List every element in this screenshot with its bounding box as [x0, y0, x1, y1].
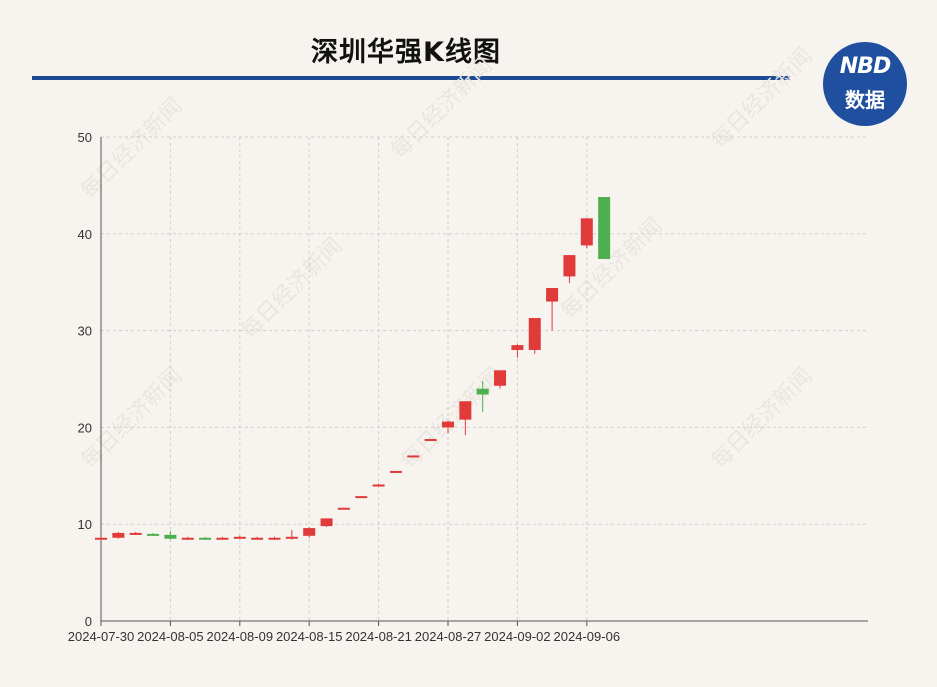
candle-body — [164, 534, 177, 539]
candle — [407, 455, 420, 458]
candle-body — [268, 537, 281, 540]
y-tick-label: 50 — [78, 130, 92, 145]
candle-body — [129, 532, 142, 535]
candle — [303, 527, 316, 538]
candle — [181, 536, 194, 540]
x-tick-label: 2024-08-27 — [415, 629, 482, 644]
nbd-logo: NBD 数据 — [823, 42, 907, 126]
candle — [199, 536, 212, 540]
candle-body — [528, 318, 541, 350]
candle — [372, 483, 385, 487]
y-tick-label: 0 — [85, 614, 92, 629]
candle-body — [389, 470, 402, 473]
candle — [355, 496, 368, 499]
candle — [598, 197, 611, 259]
candle-body — [511, 345, 524, 350]
x-tick-label: 2024-08-15 — [276, 629, 343, 644]
candle-body — [563, 255, 576, 277]
candle-body — [372, 484, 385, 487]
x-tick-label: 2024-08-09 — [207, 629, 274, 644]
candle-body — [320, 518, 333, 527]
candle-body — [303, 528, 316, 536]
y-tick-label: 10 — [78, 517, 92, 532]
candle — [546, 288, 559, 331]
title-underline — [32, 76, 790, 80]
x-tick-label: 2024-07-30 — [68, 629, 135, 644]
chart-title: 深圳华强K线图 — [311, 37, 501, 68]
candle-body — [424, 439, 437, 442]
watermark-text: 每日经济新闻 — [77, 363, 188, 474]
candle-body — [598, 197, 611, 259]
candle — [233, 535, 246, 539]
candle-body — [95, 537, 107, 540]
x-tick-label: 2024-09-06 — [554, 629, 621, 644]
watermark-text: 每日经济新闻 — [707, 363, 818, 474]
candle-body — [442, 421, 454, 428]
x-tick-label: 2024-09-02 — [484, 629, 551, 644]
candle-body — [459, 401, 472, 420]
candle-body — [147, 533, 160, 536]
candle-layer — [95, 197, 611, 541]
candle-body — [546, 288, 559, 302]
candle — [494, 370, 507, 389]
candle-body — [216, 537, 229, 540]
y-tick-label: 30 — [78, 324, 92, 339]
candle — [164, 530, 177, 540]
watermark-text: 每日经济新闻 — [707, 43, 818, 154]
candle — [424, 439, 437, 442]
candle-body — [251, 537, 264, 540]
candle — [511, 344, 524, 358]
candle — [285, 530, 298, 540]
watermark-text: 每日经济新闻 — [77, 93, 188, 204]
candle-body — [355, 496, 368, 499]
candle — [320, 518, 333, 528]
logo-text-nbd: NBD — [839, 54, 891, 79]
candle — [112, 531, 125, 539]
watermark-text: 每日经济新闻 — [397, 363, 508, 474]
candle — [476, 380, 489, 412]
candle — [389, 470, 402, 473]
candle — [442, 420, 454, 434]
candle-body — [285, 536, 298, 539]
y-tick-label: 40 — [78, 227, 92, 242]
candle-body — [494, 370, 507, 386]
x-tick-label: 2024-08-05 — [137, 629, 204, 644]
candle — [337, 507, 350, 510]
candle-body — [337, 507, 350, 510]
axis-layer: 0 10 20 30 40 50 2024-07-30 2024-08-05 2024-08-0… — [68, 130, 868, 644]
candle — [580, 218, 593, 249]
candle — [528, 318, 541, 354]
candle — [268, 536, 281, 540]
candle-body — [476, 388, 489, 395]
candle — [563, 255, 576, 284]
watermark-text: 每日经济新闻 — [237, 233, 348, 344]
candle — [216, 536, 229, 540]
candle — [459, 401, 472, 436]
candle — [129, 531, 142, 535]
candle-body — [181, 537, 194, 540]
logo-text-data: 数据 — [845, 88, 885, 112]
candle-body — [407, 455, 420, 458]
x-tick-label: 2024-08-21 — [345, 629, 412, 644]
candle-body — [112, 532, 125, 538]
candle — [251, 536, 264, 540]
candle-body — [199, 537, 212, 540]
candle — [147, 532, 160, 536]
y-tick-label: 20 — [78, 420, 92, 435]
candle — [95, 536, 107, 541]
candle-body — [233, 536, 246, 539]
watermark-text: 每日经济新闻 — [387, 53, 498, 164]
candle-body — [580, 218, 593, 246]
